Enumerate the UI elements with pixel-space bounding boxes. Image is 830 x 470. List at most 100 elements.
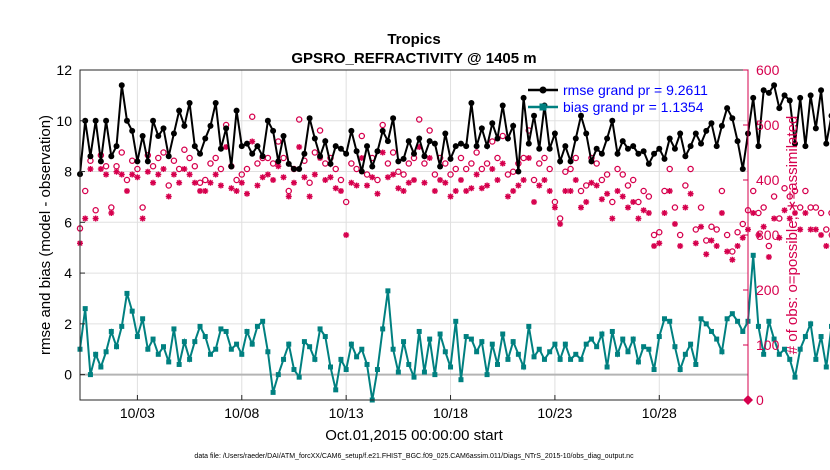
obs-possible-point <box>155 154 162 162</box>
obs-assimilated-point <box>463 188 470 194</box>
obs-possible-point <box>295 116 303 123</box>
obs-assimilated-point <box>181 166 188 172</box>
obs-possible-point <box>160 149 167 156</box>
bias-point <box>171 326 177 332</box>
obs-assimilated-point <box>97 166 104 172</box>
obs-assimilated-point <box>661 210 668 216</box>
obs-possible-point <box>796 204 804 211</box>
obs-assimilated-point <box>186 171 193 178</box>
rmse-point <box>739 166 746 172</box>
bias-point <box>729 311 735 317</box>
obs-possible-point <box>760 204 767 211</box>
bias-point <box>782 346 788 352</box>
bias-point <box>808 321 814 327</box>
obs-assimilated-point <box>426 155 433 161</box>
obs-assimilated-point <box>285 193 292 200</box>
obs-assimilated-point <box>807 226 814 233</box>
obs-assimilated-point <box>217 182 224 189</box>
bias-point <box>635 359 641 365</box>
obs-assimilated-point <box>593 182 600 189</box>
rmse-point <box>212 100 219 106</box>
obs-assimilated-point <box>677 243 684 249</box>
rmse-point <box>604 135 611 142</box>
bias-point <box>328 364 333 370</box>
bias-point <box>307 344 313 350</box>
rmse-point <box>249 150 256 157</box>
obs-assimilated-point <box>384 174 391 181</box>
obs-possible-point <box>426 127 433 134</box>
bias-point <box>818 334 824 340</box>
obs-possible-point <box>389 149 397 156</box>
rmse-point <box>588 158 595 165</box>
obs-possible-point <box>572 154 580 162</box>
obs-possible-point <box>431 171 439 178</box>
y-right-tick-label: 0 <box>756 392 764 408</box>
bias-point <box>411 374 417 380</box>
right-axis-marker <box>743 395 753 405</box>
obs-assimilated-point <box>771 215 778 222</box>
bias-point <box>181 339 187 345</box>
obs-possible-point <box>384 160 392 167</box>
bias-point <box>207 351 213 357</box>
obs-assimilated-point <box>515 182 522 189</box>
obs-possible-point <box>823 226 830 233</box>
rmse-point <box>358 168 365 175</box>
bias-point <box>651 367 657 373</box>
obs-possible-point <box>614 165 621 173</box>
rmse-point <box>671 145 678 152</box>
obs-assimilated-point <box>760 223 767 230</box>
obs-possible-point <box>682 182 689 189</box>
y-axis-label: rmse and bias (model - observation) <box>37 115 54 355</box>
rmse-point <box>244 140 250 147</box>
bias-point <box>588 336 594 342</box>
bias-point <box>87 372 93 378</box>
rmse-point <box>624 145 631 152</box>
legend-bias-label: bias grand pr = 1.1354 <box>563 99 704 115</box>
bias-point <box>740 328 746 334</box>
obs-assimilated-point <box>170 171 177 178</box>
bias-point <box>317 326 323 332</box>
rmse-point <box>593 145 600 152</box>
x-tick-label: 10/18 <box>433 405 468 421</box>
rmse-point <box>765 89 772 96</box>
obs-assimilated-point <box>557 221 564 227</box>
rmse-point <box>411 150 417 157</box>
bias-point <box>291 367 297 373</box>
obs-assimilated-point <box>718 210 725 216</box>
obs-possible-point <box>718 187 726 195</box>
rmse-point <box>504 135 511 142</box>
obs-assimilated-point <box>343 232 350 238</box>
y-right-tick-label: 100 <box>756 337 780 353</box>
obs-possible-point <box>457 154 465 162</box>
obs-possible-point <box>405 160 413 167</box>
rmse-point <box>123 117 130 124</box>
bias-point <box>348 341 354 347</box>
bias-point <box>792 374 798 380</box>
rmse-point <box>176 107 183 114</box>
bias-point <box>557 356 563 362</box>
obs-possible-point <box>337 176 345 184</box>
bias-point <box>322 334 328 340</box>
obs-possible-point <box>802 187 809 195</box>
rmse-point <box>374 148 381 155</box>
obs-possible-point <box>749 187 757 195</box>
rmse-point <box>557 158 564 165</box>
obs-assimilated-point <box>818 232 825 238</box>
rmse-point <box>103 117 110 124</box>
y-right-tick-label: 300 <box>756 227 780 243</box>
obs-possible-point <box>269 160 277 167</box>
obs-assimilated-point <box>666 188 673 194</box>
bias-point <box>521 364 527 370</box>
bias-point <box>140 316 146 322</box>
obs-assimilated-point <box>713 243 720 249</box>
bias-point <box>338 356 344 362</box>
obs-assimilated-point <box>572 177 579 183</box>
obs-possible-point <box>478 165 486 173</box>
obs-assimilated-point <box>546 188 553 194</box>
y-tick-label: 12 <box>56 62 72 78</box>
bias-point <box>489 341 495 347</box>
bias-point <box>688 341 694 347</box>
bias-point <box>750 252 756 258</box>
obs-assimilated-point <box>614 188 621 194</box>
bias-point <box>275 372 281 378</box>
